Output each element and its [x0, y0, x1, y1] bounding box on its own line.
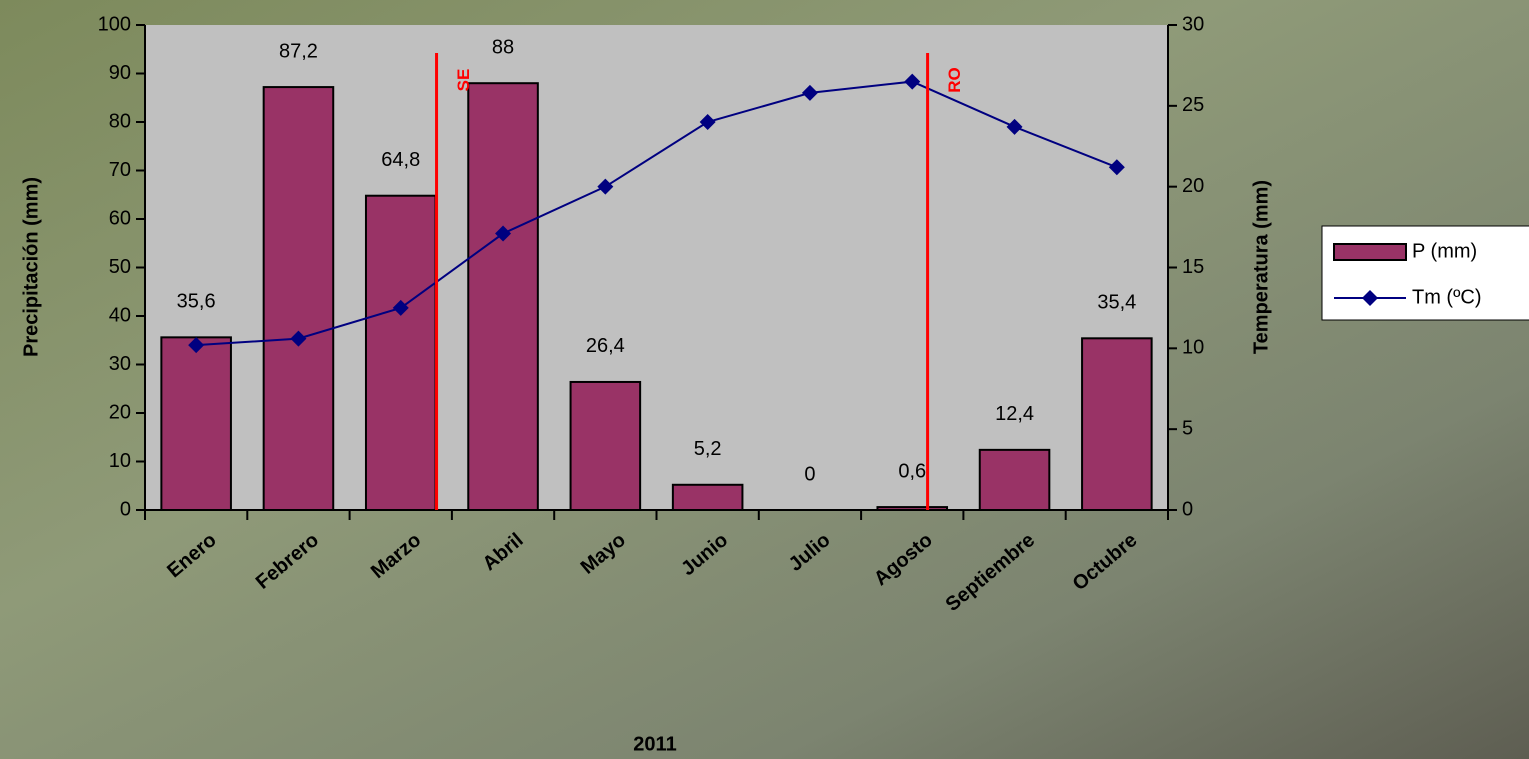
y2-tick-label: 20 [1182, 175, 1204, 197]
value-label: 12,4 [995, 403, 1034, 425]
bar [569, 380, 642, 511]
bar [467, 82, 539, 511]
value-label: 26,4 [586, 335, 625, 357]
y2-axis-title: Temperatura (mm) [1250, 180, 1272, 354]
value-label: 0 [804, 463, 815, 485]
bar [671, 483, 744, 511]
marker [1006, 118, 1023, 135]
marker [495, 225, 512, 242]
marker [597, 178, 614, 195]
y2-tick-label: 25 [1182, 94, 1204, 116]
value-label: 35,6 [177, 291, 216, 313]
y-tick-label: 30 [109, 353, 131, 375]
legend-marker [1362, 290, 1378, 306]
bar [262, 86, 335, 512]
y2-tick-label: 0 [1182, 498, 1193, 520]
y-tick-label: 20 [109, 401, 131, 423]
marker [801, 84, 818, 101]
y-tick-label: 80 [109, 110, 131, 132]
bar [978, 448, 1051, 511]
bar [1081, 337, 1153, 511]
bar [160, 336, 232, 511]
bar [364, 194, 437, 511]
value-label: 87,2 [279, 40, 318, 62]
bar [876, 506, 949, 511]
y-tick-label: 0 [120, 498, 131, 520]
value-label: 0,6 [898, 460, 926, 482]
marker [392, 299, 409, 316]
y-axis-title: Precipitación (mm) [20, 177, 42, 357]
y-tick-label: 40 [109, 304, 131, 326]
value-label: 64,8 [381, 149, 420, 171]
marker [904, 73, 921, 90]
y-tick-label: 10 [109, 450, 131, 472]
annotation-label: SE [454, 69, 473, 92]
value-label: 5,2 [694, 438, 722, 460]
y-tick-label: 90 [109, 62, 131, 84]
y-tick-label: 50 [109, 256, 131, 278]
y2-tick-label: 30 [1182, 13, 1204, 35]
y2-tick-label: 5 [1182, 417, 1193, 439]
legend-label: P (mm) [1412, 240, 1477, 262]
y2-tick-label: 10 [1182, 337, 1204, 359]
value-label: 35,4 [1097, 292, 1136, 314]
marker [290, 330, 307, 347]
annotation-label: RO [945, 67, 964, 93]
legend-box [1321, 225, 1529, 321]
y-tick-label: 70 [109, 159, 131, 181]
marker [1108, 159, 1125, 176]
line [196, 80, 1118, 347]
value-label: 88 [492, 36, 514, 58]
legend-swatch [1333, 243, 1407, 261]
legend-label: Tm (ºC) [1412, 286, 1482, 308]
x-axis-title: 2011 [633, 733, 676, 755]
marker [699, 114, 716, 130]
y2-tick-label: 15 [1182, 256, 1204, 278]
y-tick-label: 60 [109, 207, 131, 229]
y-tick-label: 100 [98, 13, 131, 35]
marker [188, 337, 205, 354]
